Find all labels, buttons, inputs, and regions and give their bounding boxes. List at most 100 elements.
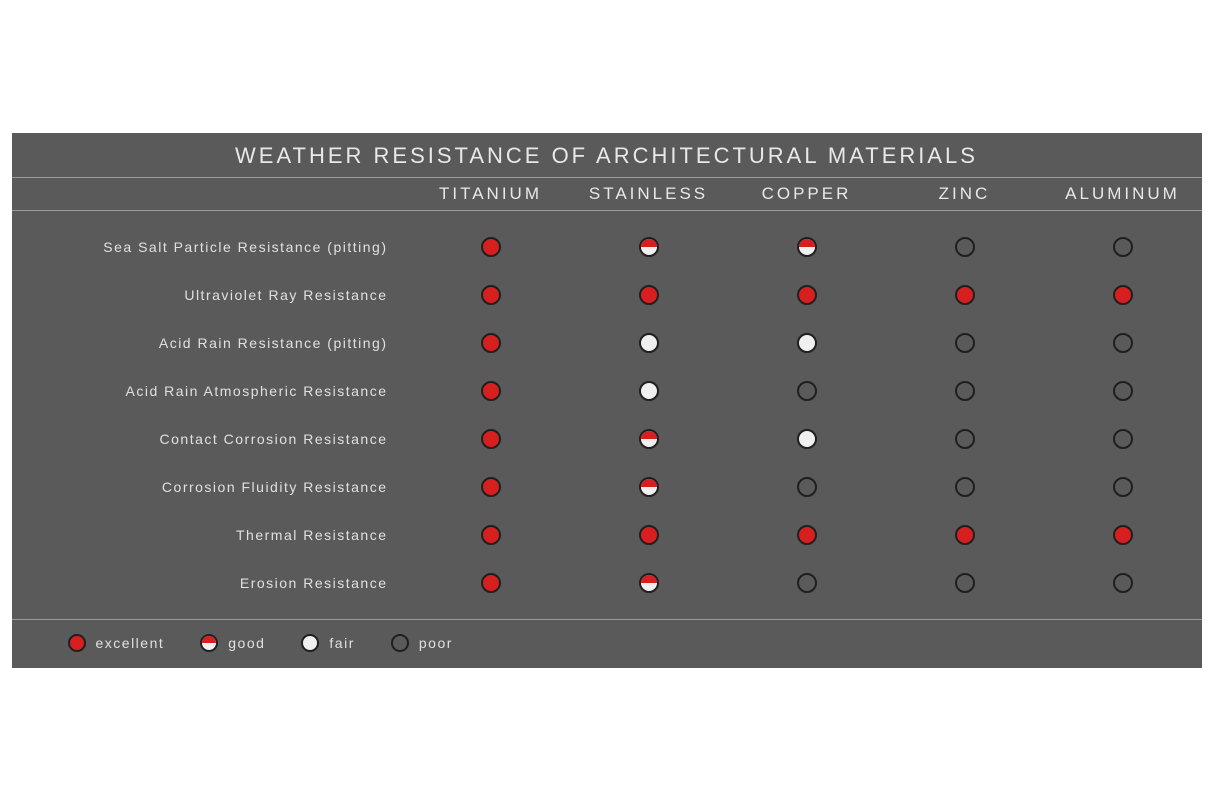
rating-cell <box>1044 525 1202 545</box>
rating-cell <box>412 429 570 449</box>
table-row: Corrosion Fluidity Resistance <box>12 463 1202 511</box>
rating-dot-poor-icon <box>955 333 975 353</box>
rating-dot-poor-icon <box>1113 429 1133 449</box>
rating-cell <box>1044 333 1202 353</box>
rating-cell <box>728 525 886 545</box>
rating-dot-good-icon <box>639 477 659 497</box>
rating-dot-fair-icon <box>639 381 659 401</box>
rating-dot-poor-icon <box>1113 381 1133 401</box>
rating-cell <box>570 285 728 305</box>
rating-dot-excellent-icon <box>639 525 659 545</box>
rating-dot-poor-icon <box>797 381 817 401</box>
rating-dot-excellent-icon <box>797 285 817 305</box>
rating-dot-fair-icon <box>797 333 817 353</box>
col-titanium: TITANIUM <box>412 184 570 204</box>
legend-label: fair <box>329 635 354 651</box>
rating-dot-good-icon <box>639 237 659 257</box>
rating-cell <box>1044 237 1202 257</box>
rating-dot-poor-icon <box>1113 237 1133 257</box>
col-copper: COPPER <box>728 184 886 204</box>
rating-cell <box>728 429 886 449</box>
rating-dot-fair-icon <box>797 429 817 449</box>
rating-dot-excellent-icon <box>955 525 975 545</box>
rating-dot-good-icon <box>797 237 817 257</box>
table-row: Thermal Resistance <box>12 511 1202 559</box>
rating-dot-excellent-icon <box>481 381 501 401</box>
rating-dot-good-icon <box>639 429 659 449</box>
rating-cell <box>412 333 570 353</box>
rating-dot-excellent-icon <box>481 237 501 257</box>
rating-cell <box>728 573 886 593</box>
rating-cell <box>570 477 728 497</box>
rating-cell <box>886 285 1044 305</box>
legend-dot-poor-icon <box>391 634 409 652</box>
rating-dot-good-icon <box>639 573 659 593</box>
table-row: Erosion Resistance <box>12 559 1202 607</box>
rating-cell <box>1044 477 1202 497</box>
rating-cell <box>570 237 728 257</box>
table-row: Ultraviolet Ray Resistance <box>12 271 1202 319</box>
rating-dot-excellent-icon <box>481 429 501 449</box>
rating-dot-poor-icon <box>955 237 975 257</box>
column-header-row: TITANIUM STAINLESS COPPER ZINC ALUMINUM <box>12 178 1202 211</box>
rating-cell <box>886 381 1044 401</box>
legend-item-fair: fair <box>301 634 354 652</box>
rating-dot-excellent-icon <box>1113 525 1133 545</box>
rating-cell <box>412 237 570 257</box>
rating-cell <box>412 477 570 497</box>
row-label: Thermal Resistance <box>12 527 412 543</box>
legend-label: excellent <box>96 635 165 651</box>
rating-dot-excellent-icon <box>481 285 501 305</box>
legend-dot-good-icon <box>200 634 218 652</box>
table-row: Acid Rain Atmospheric Resistance <box>12 367 1202 415</box>
rating-dot-poor-icon <box>797 477 817 497</box>
rating-dot-poor-icon <box>955 381 975 401</box>
rating-dot-poor-icon <box>955 429 975 449</box>
legend-dot-fair-icon <box>301 634 319 652</box>
legend-label: poor <box>419 635 453 651</box>
rating-dot-poor-icon <box>955 477 975 497</box>
rating-cell <box>728 381 886 401</box>
rating-cell <box>570 573 728 593</box>
rating-dot-excellent-icon <box>481 573 501 593</box>
row-label: Erosion Resistance <box>12 575 412 591</box>
rating-cell <box>886 573 1044 593</box>
col-stainless: STAINLESS <box>570 184 728 204</box>
rating-cell <box>570 429 728 449</box>
rating-dot-excellent-icon <box>481 477 501 497</box>
chart-title: WEATHER RESISTANCE OF ARCHITECTURAL MATE… <box>12 133 1202 178</box>
rating-dot-poor-icon <box>955 573 975 593</box>
rating-dot-fair-icon <box>639 333 659 353</box>
legend-item-good: good <box>200 634 265 652</box>
rating-cell <box>570 381 728 401</box>
rating-cell <box>1044 381 1202 401</box>
legend-item-poor: poor <box>391 634 453 652</box>
row-label: Acid Rain Atmospheric Resistance <box>12 383 412 399</box>
rating-dot-excellent-icon <box>481 525 501 545</box>
rating-dot-excellent-icon <box>797 525 817 545</box>
rating-cell <box>728 285 886 305</box>
rating-cell <box>728 237 886 257</box>
row-label: Acid Rain Resistance (pitting) <box>12 335 412 351</box>
rating-cell <box>412 525 570 545</box>
rating-cell <box>886 525 1044 545</box>
rating-dot-excellent-icon <box>481 333 501 353</box>
rating-cell <box>728 333 886 353</box>
legend-item-excellent: excellent <box>68 634 165 652</box>
col-zinc: ZINC <box>886 184 1044 204</box>
row-label: Ultraviolet Ray Resistance <box>12 287 412 303</box>
rating-cell <box>886 477 1044 497</box>
rating-dot-poor-icon <box>1113 477 1133 497</box>
rating-cell <box>570 333 728 353</box>
rating-cell <box>1044 285 1202 305</box>
rating-dot-poor-icon <box>797 573 817 593</box>
legend-dot-excellent-icon <box>68 634 86 652</box>
rating-cell <box>886 333 1044 353</box>
rating-cell <box>728 477 886 497</box>
row-label: Corrosion Fluidity Resistance <box>12 479 412 495</box>
rating-dot-poor-icon <box>1113 333 1133 353</box>
rating-cell <box>886 429 1044 449</box>
data-rows-container: Sea Salt Particle Resistance (pitting)Ul… <box>12 211 1202 619</box>
legend-label: good <box>228 635 265 651</box>
col-aluminum: ALUMINUM <box>1044 184 1202 204</box>
